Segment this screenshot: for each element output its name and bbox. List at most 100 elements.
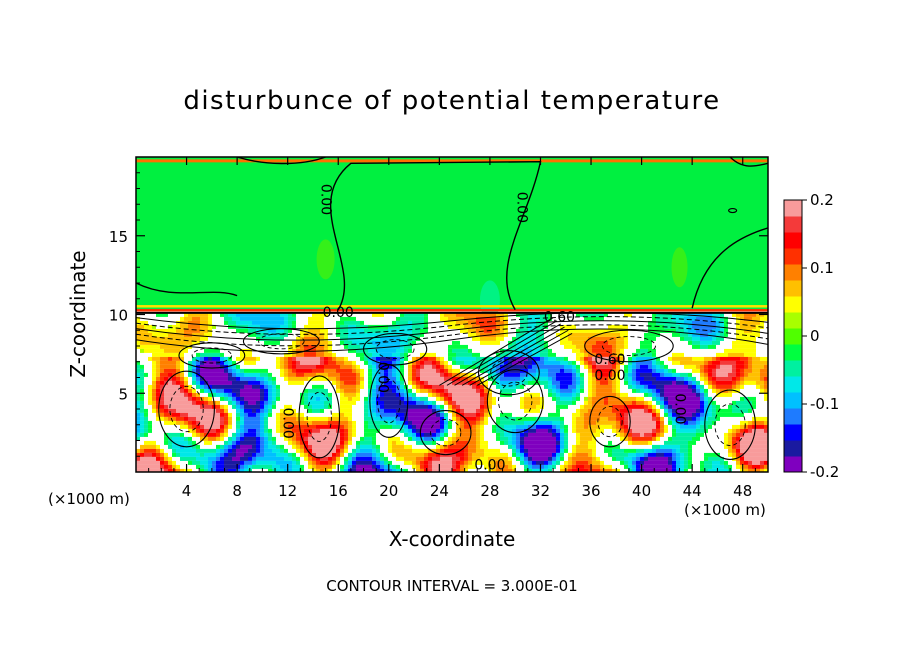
heatmap-cell [160,356,164,361]
heatmap-cell [556,432,560,437]
heatmap-cell [672,392,676,397]
heatmap-cell [672,460,676,465]
heatmap-cell [668,444,672,449]
heatmap-cell [276,316,280,321]
heatmap-cell [300,368,304,373]
heatmap-cell [548,372,552,377]
heatmap-cell [584,332,588,337]
heatmap-cell [420,468,424,472]
heatmap-cell [212,392,216,397]
heatmap-cell [424,408,428,413]
heatmap-cell [156,464,160,469]
heatmap-cell [336,424,340,429]
heatmap-cell [748,460,752,465]
heatmap-cell [244,448,248,453]
heatmap-cell [448,324,452,329]
heatmap-cell [176,372,180,377]
heatmap-cell [236,448,240,453]
heatmap-cell [372,404,376,409]
heatmap-cell [608,372,612,377]
heatmap-cell [228,468,232,472]
heatmap-cell [392,464,396,469]
heatmap-cell [416,424,420,429]
heatmap-cell [204,460,208,465]
heatmap-cell [640,380,644,385]
heatmap-cell [316,444,320,449]
heatmap-cell [304,328,308,333]
heatmap-cell [612,408,616,413]
heatmap-cell [244,320,248,325]
heatmap-cell [760,384,764,389]
heatmap-cell [488,320,492,325]
heatmap-cell [708,404,712,409]
heatmap-cell [364,448,368,453]
heatmap-cell [436,384,440,389]
heatmap-cell [180,432,184,437]
heatmap-cell [392,416,396,421]
heatmap-cell [464,388,468,393]
heatmap-cell [244,368,248,373]
heatmap-cell [668,460,672,465]
heatmap-cell [752,312,756,317]
heatmap-cell [424,384,428,389]
heatmap-cell [740,344,744,349]
heatmap-cell [152,448,156,453]
heatmap-cell [252,460,256,465]
heatmap-cell [520,320,524,325]
heatmap-cell [560,356,564,361]
heatmap-cell [620,452,624,457]
heatmap-cell [204,448,208,453]
heatmap-cell [320,324,324,329]
heatmap-cell [488,368,492,373]
heatmap-cell [508,436,512,441]
heatmap-cell [332,380,336,385]
heatmap-cell [704,408,708,413]
heatmap-cell [232,396,236,401]
heatmap-cell [172,368,176,373]
heatmap-cell [468,412,472,417]
contour-line [704,389,756,460]
heatmap-cell [428,388,432,393]
heatmap-cell [436,444,440,449]
heatmap-cell [424,356,428,361]
heatmap-cell [400,332,404,337]
heatmap-cell [756,376,760,381]
heatmap-cell [732,356,736,361]
heatmap-cell [448,352,452,357]
heatmap-cell [204,388,208,393]
heatmap-cell [692,316,696,321]
heatmap-cell [528,348,532,353]
heatmap-cell [388,404,392,409]
heatmap-cell [580,328,584,333]
heatmap-cell [744,444,748,449]
heatmap-cell [384,392,388,397]
contour-lines [136,157,768,460]
heatmap-cell [724,348,728,353]
heatmap-cell [240,452,244,457]
heatmap-cell [164,464,168,469]
heatmap-cell [452,412,456,417]
heatmap-cell [272,332,276,337]
heatmap-cell [180,448,184,453]
heatmap-cell [364,452,368,457]
heatmap-cell [616,380,620,385]
heatmap-cell [136,416,140,421]
heatmap-cell [472,444,476,449]
heatmap-cell [284,352,288,357]
heatmap-cell [732,400,736,405]
heatmap-cell [452,448,456,453]
heatmap-cell [280,412,284,417]
heatmap-cell [552,384,556,389]
heatmap-cell [576,384,580,389]
heatmap-cell [544,352,548,357]
heatmap-cell [220,460,224,465]
heatmap-cell [620,336,624,341]
heatmap-cell [376,384,380,389]
heatmap-cell [252,412,256,417]
heatmap-cell [264,408,268,413]
heatmap-cell [592,452,596,457]
heatmap-cell [352,396,356,401]
heatmap-cell [244,352,248,357]
heatmap-cell [604,312,608,317]
heatmap-cell [636,368,640,373]
